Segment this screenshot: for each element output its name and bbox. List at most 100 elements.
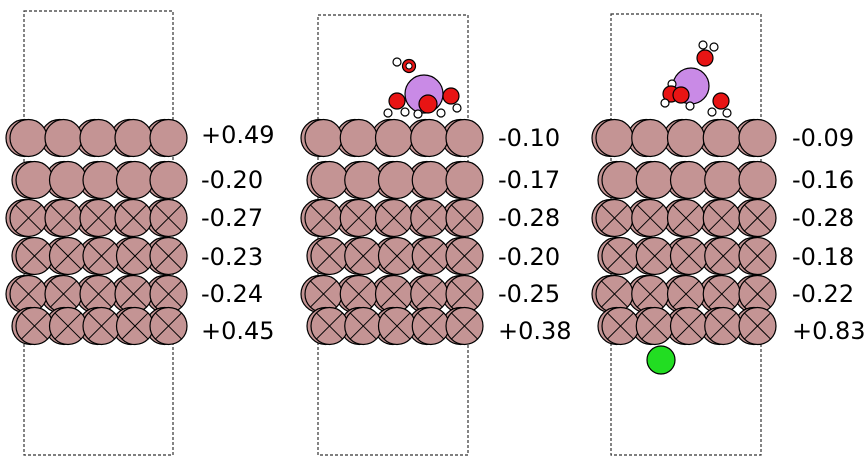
hydrogen-atom bbox=[400, 107, 410, 117]
fixed-atom-cross bbox=[383, 312, 411, 340]
hydrogen-atom bbox=[392, 57, 402, 67]
panel-3: -0.09 -0.16 -0.28 -0.18 -0.22 +0.83 bbox=[591, 13, 864, 456]
layer-1-charge: -0.09 bbox=[792, 124, 854, 152]
fixed-atom-cross bbox=[607, 312, 634, 340]
fixed-atom-cross bbox=[50, 204, 77, 232]
fixed-atom-cross bbox=[708, 204, 736, 232]
panel-1: +0.49 -0.20 -0.27 -0.23 -0.24 +0.45 bbox=[5, 10, 275, 456]
fixed-atom-cross bbox=[672, 280, 700, 308]
fixed-atom-cross bbox=[54, 312, 82, 340]
fixed-atom-cross bbox=[451, 280, 478, 308]
fixed-atom-cross bbox=[121, 242, 149, 270]
metal-atom bbox=[666, 118, 706, 158]
metal-atom bbox=[9, 118, 48, 158]
hydrogen-atom bbox=[660, 98, 670, 108]
fixed-atom-cross bbox=[310, 280, 337, 308]
metal-slab bbox=[300, 118, 484, 346]
fixed-atom-cross bbox=[607, 242, 634, 270]
metal-atom bbox=[114, 118, 153, 158]
fixed-atom-cross bbox=[316, 242, 343, 270]
metal-atom bbox=[445, 160, 484, 200]
fixed-atom-cross bbox=[54, 242, 82, 270]
fixed-atom-cross bbox=[155, 242, 182, 270]
metal-atom bbox=[15, 160, 54, 200]
metal-atom bbox=[738, 160, 777, 200]
fixed-atom-cross bbox=[15, 280, 42, 308]
charge-labels: +0.49 -0.20 -0.27 -0.23 -0.24 +0.45 bbox=[201, 121, 275, 345]
layer-2-charge: -0.16 bbox=[792, 166, 854, 194]
fixed-atom-cross bbox=[744, 280, 771, 308]
hydrogen-atom bbox=[722, 108, 732, 118]
hydrogen-atom bbox=[707, 107, 717, 117]
fixed-atom-cross bbox=[85, 204, 112, 232]
fixed-atom-cross bbox=[85, 280, 112, 308]
fixed-atom-cross bbox=[601, 280, 628, 308]
metal-atom bbox=[79, 118, 118, 158]
metal-atom bbox=[44, 118, 83, 158]
metal-atom bbox=[310, 160, 349, 200]
layer-6-charge: +0.83 bbox=[792, 317, 864, 345]
counter-ion-atom bbox=[646, 345, 676, 375]
fixed-atom-cross bbox=[451, 312, 478, 340]
fixed-atom-cross bbox=[121, 312, 149, 340]
fixed-atom-cross bbox=[744, 242, 771, 270]
fixed-atom-cross bbox=[21, 312, 48, 340]
metal-slab bbox=[591, 118, 777, 346]
metal-atom bbox=[304, 118, 343, 158]
layer-1-charge: +0.49 bbox=[201, 121, 275, 149]
metal-atom bbox=[595, 118, 634, 158]
metal-atom bbox=[411, 160, 450, 200]
metal-atom bbox=[374, 118, 414, 158]
fixed-atom-cross bbox=[310, 204, 337, 232]
fixed-atom-cross bbox=[744, 312, 771, 340]
fixed-atom-cross bbox=[345, 204, 373, 232]
fixed-atom-cross bbox=[672, 204, 700, 232]
hydrogen-atom bbox=[698, 40, 708, 50]
fixed-atom-cross bbox=[636, 280, 664, 308]
fixed-atom-cross bbox=[641, 312, 669, 340]
fixed-atom-cross bbox=[744, 204, 771, 232]
charge-labels: -0.10 -0.17 -0.28 -0.20 -0.25 +0.38 bbox=[498, 124, 572, 345]
metal-atom bbox=[445, 118, 484, 158]
fixed-atom-cross bbox=[380, 280, 408, 308]
fixed-atom-cross bbox=[349, 242, 377, 270]
hydrogen-atom bbox=[685, 101, 695, 111]
fixed-atom-cross bbox=[636, 204, 664, 232]
layer-6-charge: +0.38 bbox=[498, 317, 572, 345]
hydrogen-atom bbox=[383, 108, 393, 118]
panel-2: -0.10 -0.17 -0.28 -0.20 -0.25 +0.38 bbox=[300, 14, 572, 456]
layer-6-charge: +0.45 bbox=[201, 317, 275, 345]
hydrogen-atom bbox=[709, 42, 719, 52]
layer-2-charge: -0.20 bbox=[201, 166, 263, 194]
layer-2-charge: -0.17 bbox=[498, 166, 560, 194]
oxygen-atom bbox=[696, 49, 714, 67]
oxygen-atom bbox=[388, 92, 406, 110]
fixed-atom-cross bbox=[451, 242, 478, 270]
metal-atom bbox=[344, 160, 383, 200]
fixed-atom-cross bbox=[380, 204, 408, 232]
metal-atom bbox=[377, 160, 417, 200]
fixed-atom-cross bbox=[21, 242, 48, 270]
metal-slab bbox=[5, 118, 188, 346]
hydrogen-atom bbox=[436, 108, 446, 118]
fixed-atom-cross bbox=[155, 280, 182, 308]
fixed-atom-cross bbox=[155, 204, 182, 232]
layer-5-charge: -0.22 bbox=[792, 280, 854, 308]
charge-labels: -0.09 -0.16 -0.28 -0.18 -0.22 +0.83 bbox=[792, 124, 864, 345]
metal-atom bbox=[669, 160, 709, 200]
oxygen-atom bbox=[672, 86, 690, 104]
fixed-atom-cross bbox=[415, 280, 443, 308]
oxygen-atom bbox=[442, 87, 460, 105]
layer-5-charge: -0.24 bbox=[201, 280, 263, 308]
metal-atom bbox=[738, 118, 777, 158]
fixed-atom-cross bbox=[417, 312, 445, 340]
fixed-atom-cross bbox=[15, 204, 42, 232]
metal-atom bbox=[339, 118, 378, 158]
fixed-atom-cross bbox=[349, 312, 377, 340]
metal-atom bbox=[635, 160, 674, 200]
hydrated-cation bbox=[660, 40, 732, 118]
fixed-atom-cross bbox=[155, 312, 182, 340]
metal-atom bbox=[704, 160, 743, 200]
fixed-atom-cross bbox=[451, 204, 478, 232]
